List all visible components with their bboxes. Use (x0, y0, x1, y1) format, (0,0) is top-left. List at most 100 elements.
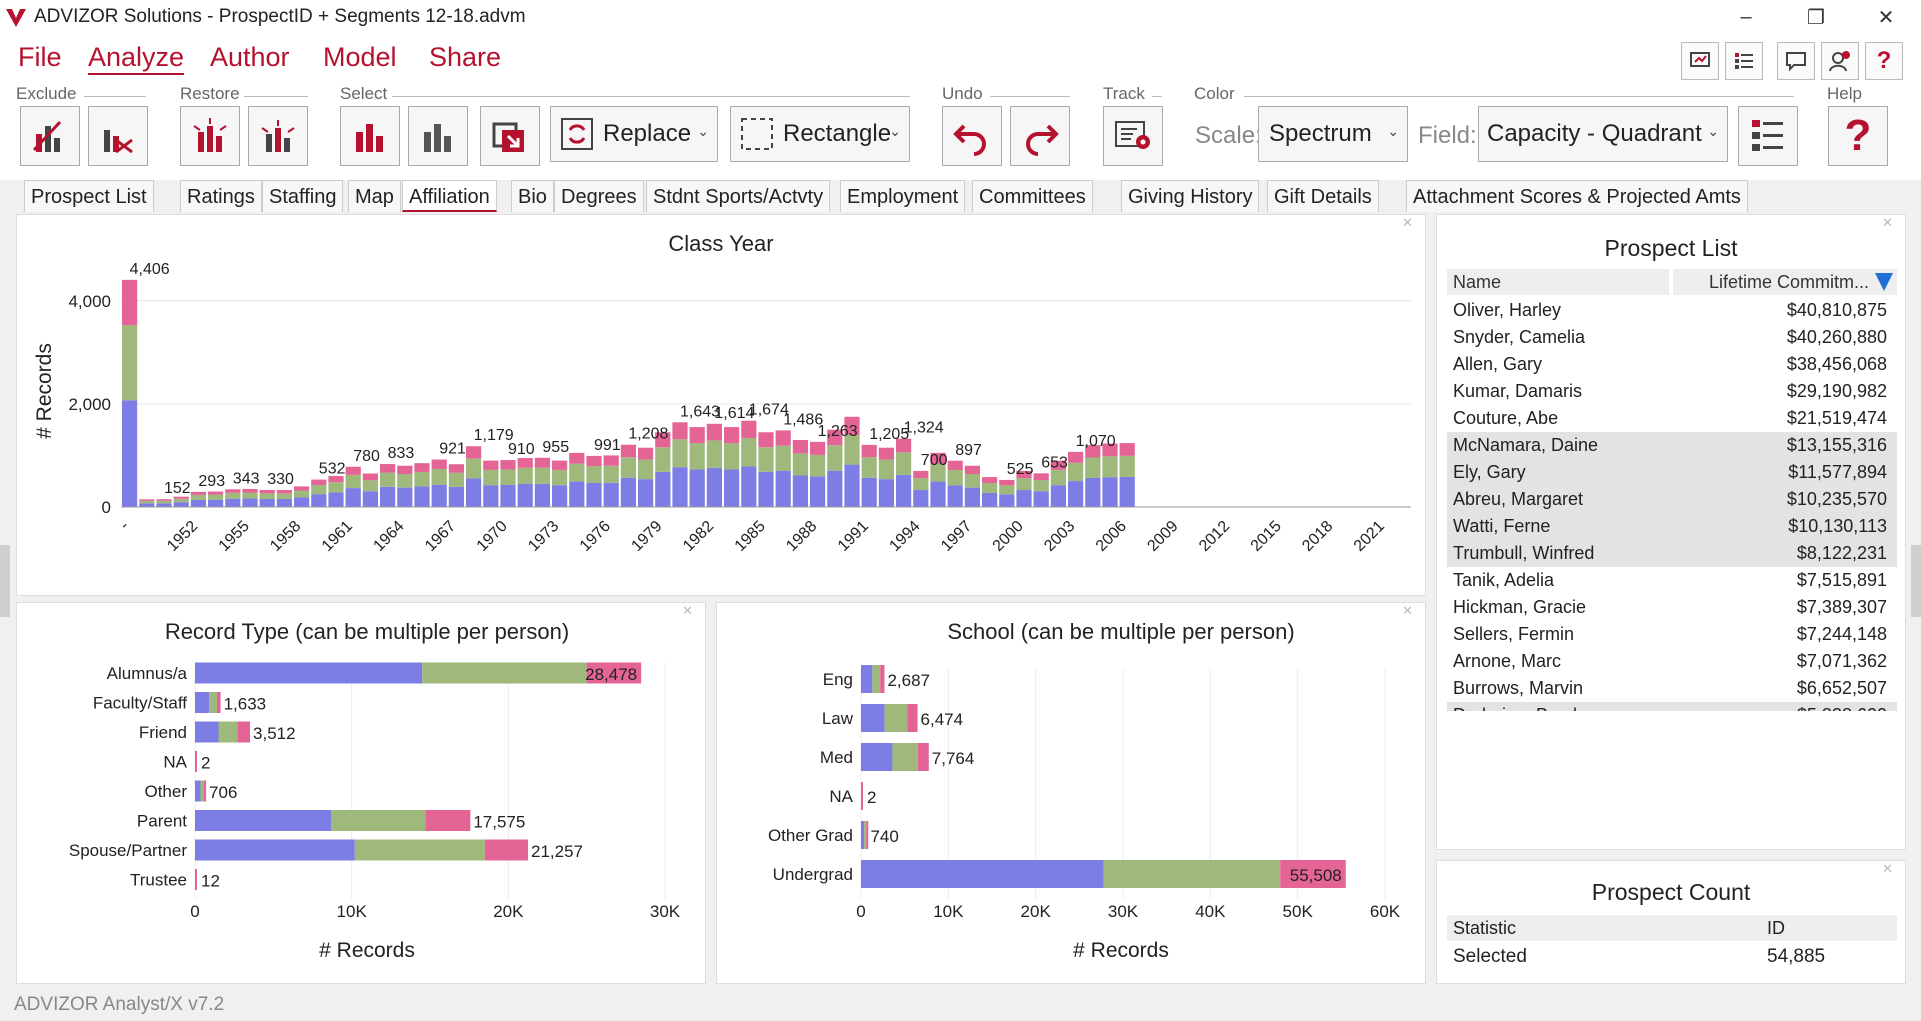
bar-segment-blue[interactable] (792, 475, 808, 507)
track-button[interactable] (1103, 106, 1163, 166)
bar-segment-green[interactable] (982, 483, 998, 493)
bar-segment-blue[interactable] (1033, 491, 1049, 507)
prospect-row[interactable]: Sellers, Fermin $7,244,148 (1447, 621, 1897, 648)
tab-prospect-list[interactable]: Prospect List (24, 180, 154, 212)
bar-segment-green[interactable] (534, 467, 550, 484)
bar-segment-pink[interactable] (861, 444, 877, 458)
bar-segment-blue[interactable] (195, 839, 355, 861)
bar-segment-pink[interactable] (1050, 460, 1066, 470)
select-bars-button[interactable] (340, 106, 400, 166)
bar-segment-pink[interactable] (672, 422, 688, 440)
select-mode-dropdown[interactable]: Replace ⌄ (550, 106, 718, 162)
bar-segment-pink[interactable] (397, 465, 413, 475)
bar-segment-pink[interactable] (810, 441, 826, 455)
undo-button[interactable] (942, 106, 1002, 166)
bar-segment-blue[interactable] (414, 486, 430, 507)
redo-button[interactable] (1010, 106, 1070, 166)
bar-segment-green[interactable] (259, 493, 275, 500)
bar-segment-pink[interactable] (156, 499, 172, 501)
bar-segment-green[interactable] (878, 459, 894, 480)
bar-segment-pink[interactable] (844, 416, 860, 435)
bar-segment-blue[interactable] (345, 488, 361, 507)
bar-segment-green[interactable] (311, 485, 327, 495)
bar-segment-green[interactable] (331, 810, 426, 831)
bar-segment-green[interactable] (896, 452, 912, 475)
prospect-row[interactable]: Ely, Gary $11,577,894 (1447, 459, 1897, 486)
bar-segment-pink[interactable] (861, 782, 863, 810)
bar-segment-green[interactable] (861, 457, 877, 478)
bar-segment-blue[interactable] (964, 487, 980, 507)
bar-segment-green[interactable] (775, 445, 791, 471)
bar-segment-green[interactable] (947, 470, 963, 486)
bar-segment-pink[interactable] (1068, 451, 1084, 463)
bar-segment-green[interactable] (999, 485, 1015, 495)
bar-segment-pink[interactable] (866, 821, 869, 849)
tab-committees[interactable]: Committees (972, 180, 1093, 212)
menu-model[interactable]: Model (323, 42, 397, 72)
bar-segment-pink[interactable] (758, 432, 774, 448)
bar-segment-green[interactable] (930, 463, 946, 482)
bar-segment-pink[interactable] (276, 489, 292, 494)
bar-segment-pink[interactable] (775, 430, 791, 446)
prospect-row[interactable]: Dedering, Brock $5,838,600 (1447, 702, 1897, 711)
exclude-unselected-button[interactable] (88, 106, 148, 166)
bar-segment-blue[interactable] (620, 477, 636, 507)
invert-selection-button[interactable] (480, 106, 540, 166)
bar-segment-green[interactable] (173, 498, 189, 503)
bar-segment-pink[interactable] (1280, 860, 1346, 888)
bar-segment-green[interactable] (422, 662, 587, 684)
bar-segment-pink[interactable] (603, 455, 619, 466)
bar-segment-pink[interactable] (1033, 473, 1049, 481)
bar-segment-green[interactable] (638, 459, 654, 480)
bar-segment-pink[interactable] (345, 466, 361, 475)
bar-segment-blue[interactable] (362, 491, 378, 507)
bar-segment-blue[interactable] (638, 479, 654, 507)
bar-segment-pink[interactable] (1016, 470, 1032, 479)
bar-segment-green[interactable] (414, 471, 430, 487)
bar-segment-pink[interactable] (414, 463, 430, 472)
bar-segment-green[interactable] (190, 494, 206, 500)
bar-segment-blue[interactable] (173, 502, 189, 507)
prospect-row[interactable]: Couture, Abe $21,519,474 (1447, 405, 1897, 432)
prospect-row[interactable]: Allen, Gary $38,456,068 (1447, 351, 1897, 378)
bar-segment-pink[interactable] (706, 423, 722, 441)
bar-segment-green[interactable] (208, 494, 224, 500)
bar-segment-blue[interactable] (195, 692, 210, 713)
tab-staffing[interactable]: Staffing (262, 180, 344, 212)
bar-segment-blue[interactable] (706, 467, 722, 507)
bar-segment-blue[interactable] (195, 810, 332, 831)
bar-segment-pink[interactable] (947, 460, 963, 471)
tab-stdnt-sports[interactable]: Stdnt Sports/Actvty (646, 180, 831, 212)
bar-segment-blue[interactable] (861, 743, 893, 771)
prospect-row[interactable]: Oliver, Harley $40,810,875 (1447, 297, 1897, 324)
bar-segment-blue[interactable] (775, 470, 791, 507)
bar-segment-pink[interactable] (237, 721, 251, 743)
bar-segment-pink[interactable] (907, 704, 918, 732)
bar-segment-pink[interactable] (500, 460, 516, 470)
bar-segment-green[interactable] (792, 453, 808, 476)
close-panel-icon[interactable]: ✕ (1402, 215, 1413, 230)
prospect-row[interactable]: Burrows, Marvin $6,652,507 (1447, 675, 1897, 702)
prospect-row[interactable]: Hickman, Gracie $7,389,307 (1447, 594, 1897, 621)
prospect-row[interactable]: Snyder, Camelia $40,260,880 (1447, 324, 1897, 351)
bar-segment-green[interactable] (431, 469, 447, 485)
bar-segment-blue[interactable] (861, 477, 877, 507)
tab-giving-history[interactable]: Giving History (1121, 180, 1260, 212)
bar-segment-blue[interactable] (861, 821, 865, 849)
bar-segment-blue[interactable] (483, 485, 499, 507)
bar-segment-pink[interactable] (208, 491, 224, 495)
bar-segment-pink[interactable] (517, 458, 533, 468)
bar-segment-green[interactable] (689, 443, 705, 470)
bar-segment-green[interactable] (1085, 457, 1101, 478)
close-panel-icon[interactable]: ✕ (682, 603, 693, 618)
bar-segment-blue[interactable] (878, 479, 894, 507)
bar-segment-green[interactable] (758, 447, 774, 472)
bar-segment-blue[interactable] (655, 471, 671, 507)
bar-segment-green[interactable] (1016, 478, 1032, 491)
bar-segment-pink[interactable] (913, 470, 929, 479)
restore-button[interactable]: ❐ (1807, 6, 1825, 29)
bar-segment-blue[interactable] (1016, 490, 1032, 507)
bar-segment-green[interactable] (218, 721, 238, 743)
user-support-icon[interactable] (1821, 42, 1859, 80)
bar-segment-blue[interactable] (397, 487, 413, 507)
